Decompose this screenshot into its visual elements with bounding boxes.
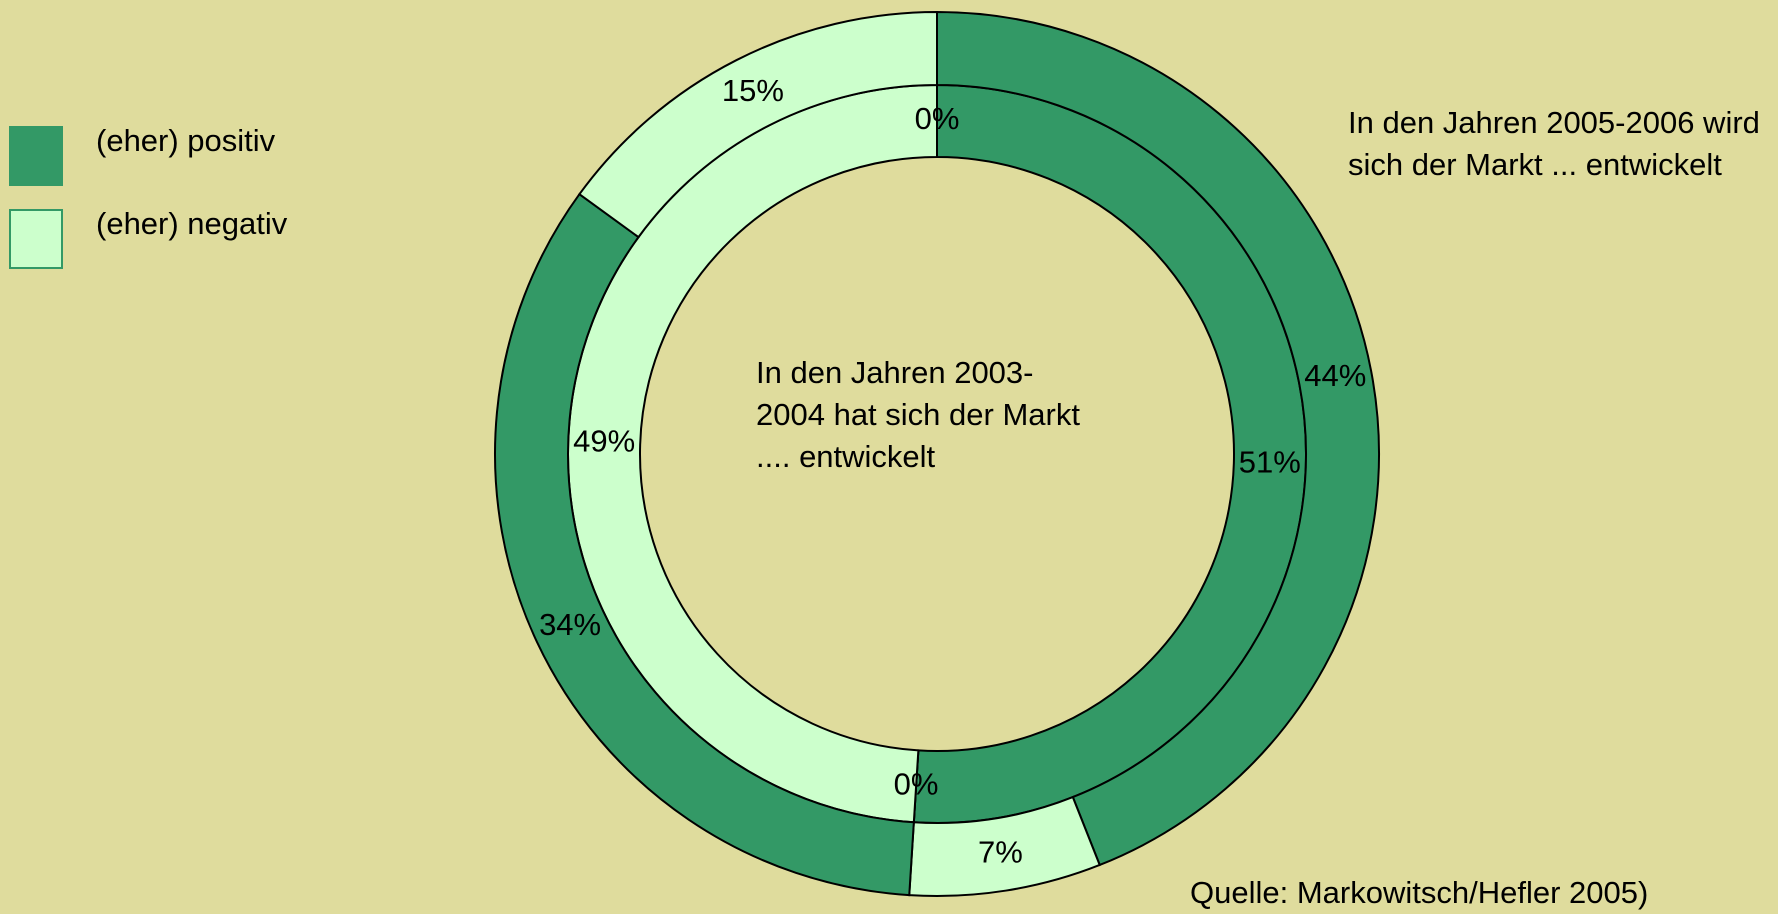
data-label: 0%	[894, 767, 939, 802]
doughnut-segment	[578, 10, 938, 239]
data-label: 44%	[1304, 358, 1366, 393]
legend-swatch	[9, 126, 63, 186]
inner-ring-caption: In den Jahren 2003-2004 hat sich der Mar…	[756, 355, 1080, 474]
outer-ring-caption: In den Jahren 2005-2006 wird sich der Ma…	[1348, 105, 1760, 182]
data-label: 15%	[722, 73, 784, 108]
doughnut-segment	[936, 10, 1380, 867]
data-label: 34%	[539, 607, 601, 642]
source-note: Quelle: Markowitsch/Hefler 2005)	[1190, 875, 1649, 910]
data-label: 7%	[978, 835, 1023, 870]
legend-label: (eher) negativ	[96, 206, 288, 241]
legend-label: (eher) positiv	[96, 123, 276, 158]
data-label: 51%	[1239, 445, 1301, 480]
legend-swatch	[9, 209, 63, 269]
data-label: 49%	[573, 424, 635, 459]
data-label: 0%	[915, 101, 960, 136]
